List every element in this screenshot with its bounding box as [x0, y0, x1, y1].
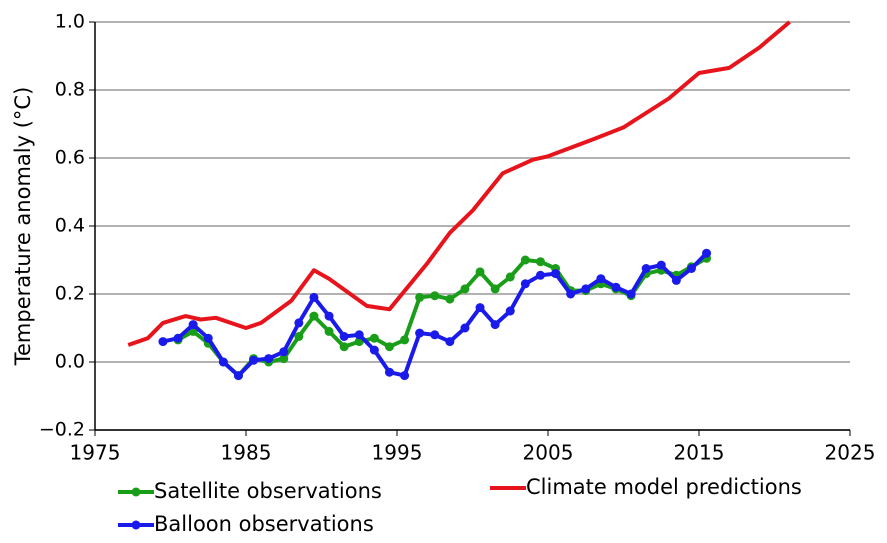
- data-point: [384, 367, 394, 377]
- y-tick-label: 0.4: [55, 215, 85, 237]
- x-tick-label: 1975: [70, 441, 121, 465]
- data-point: [339, 332, 349, 341]
- legend-label: Climate model predictions: [526, 475, 802, 499]
- legend-label: Balloon observations: [154, 512, 374, 536]
- data-point: [626, 289, 636, 299]
- data-point: [445, 337, 455, 347]
- data-point: [400, 371, 410, 381]
- y-tick-label: 1.0: [55, 11, 85, 33]
- data-point: [294, 332, 304, 341]
- legend-label: Satellite observations: [154, 479, 382, 503]
- y-axis-label: Temperature anomaly (°C): [11, 87, 35, 367]
- data-point: [415, 292, 425, 302]
- data-point: [309, 311, 319, 321]
- data-point: [490, 320, 500, 330]
- data-point: [520, 255, 530, 265]
- data-point: [520, 279, 530, 289]
- data-point: [218, 357, 228, 367]
- y-tick-label: 0.6: [55, 147, 85, 169]
- data-point: [400, 335, 410, 345]
- x-tick-label: 1985: [221, 441, 272, 465]
- legend-marker: [131, 520, 141, 530]
- data-point: [566, 289, 576, 299]
- series-line: [162, 251, 708, 378]
- data-point: [475, 303, 485, 313]
- data-point: [445, 294, 455, 304]
- data-point: [294, 318, 304, 328]
- data-point: [475, 267, 485, 277]
- data-point: [671, 275, 681, 285]
- data-point: [339, 342, 349, 352]
- data-point: [596, 274, 606, 284]
- data-point: [324, 311, 334, 321]
- data-point: [233, 371, 243, 381]
- data-point: [641, 264, 651, 273]
- x-tick-label: 2015: [674, 441, 725, 465]
- data-point: [581, 284, 591, 294]
- data-point: [354, 330, 364, 340]
- data-point: [505, 272, 515, 282]
- data-point: [535, 257, 545, 267]
- y-tick-label: 0.0: [55, 351, 85, 373]
- data-point: [611, 282, 621, 292]
- y-tick-label: 0.2: [55, 283, 85, 305]
- data-point: [551, 269, 561, 279]
- data-point: [535, 270, 545, 280]
- data-point: [158, 337, 168, 347]
- data-point: [430, 291, 440, 301]
- data-point: [203, 333, 213, 343]
- data-point: [490, 284, 500, 294]
- x-tick-label: 2025: [825, 441, 876, 465]
- data-point: [173, 333, 183, 343]
- data-point: [309, 292, 319, 302]
- data-point: [505, 306, 515, 316]
- data-point: [415, 328, 425, 338]
- data-point: [188, 320, 198, 330]
- y-tick-label: −0.2: [39, 419, 85, 441]
- data-point: [279, 347, 289, 357]
- legend-marker: [131, 487, 141, 497]
- data-point: [702, 248, 712, 258]
- data-point: [369, 345, 379, 355]
- x-tick-label: 2005: [523, 441, 574, 465]
- data-point: [324, 326, 334, 336]
- series-line: [127, 20, 791, 347]
- data-point: [384, 342, 394, 352]
- x-tick-label: 1995: [372, 441, 423, 465]
- y-tick-label: 0.8: [55, 79, 85, 101]
- data-point: [369, 333, 379, 343]
- data-point: [460, 323, 470, 333]
- data-point: [460, 284, 470, 294]
- data-point: [264, 354, 274, 364]
- data-point: [430, 330, 440, 340]
- data-point: [279, 354, 289, 364]
- data-point: [249, 355, 259, 365]
- data-point: [656, 260, 666, 270]
- data-point: [686, 264, 696, 273]
